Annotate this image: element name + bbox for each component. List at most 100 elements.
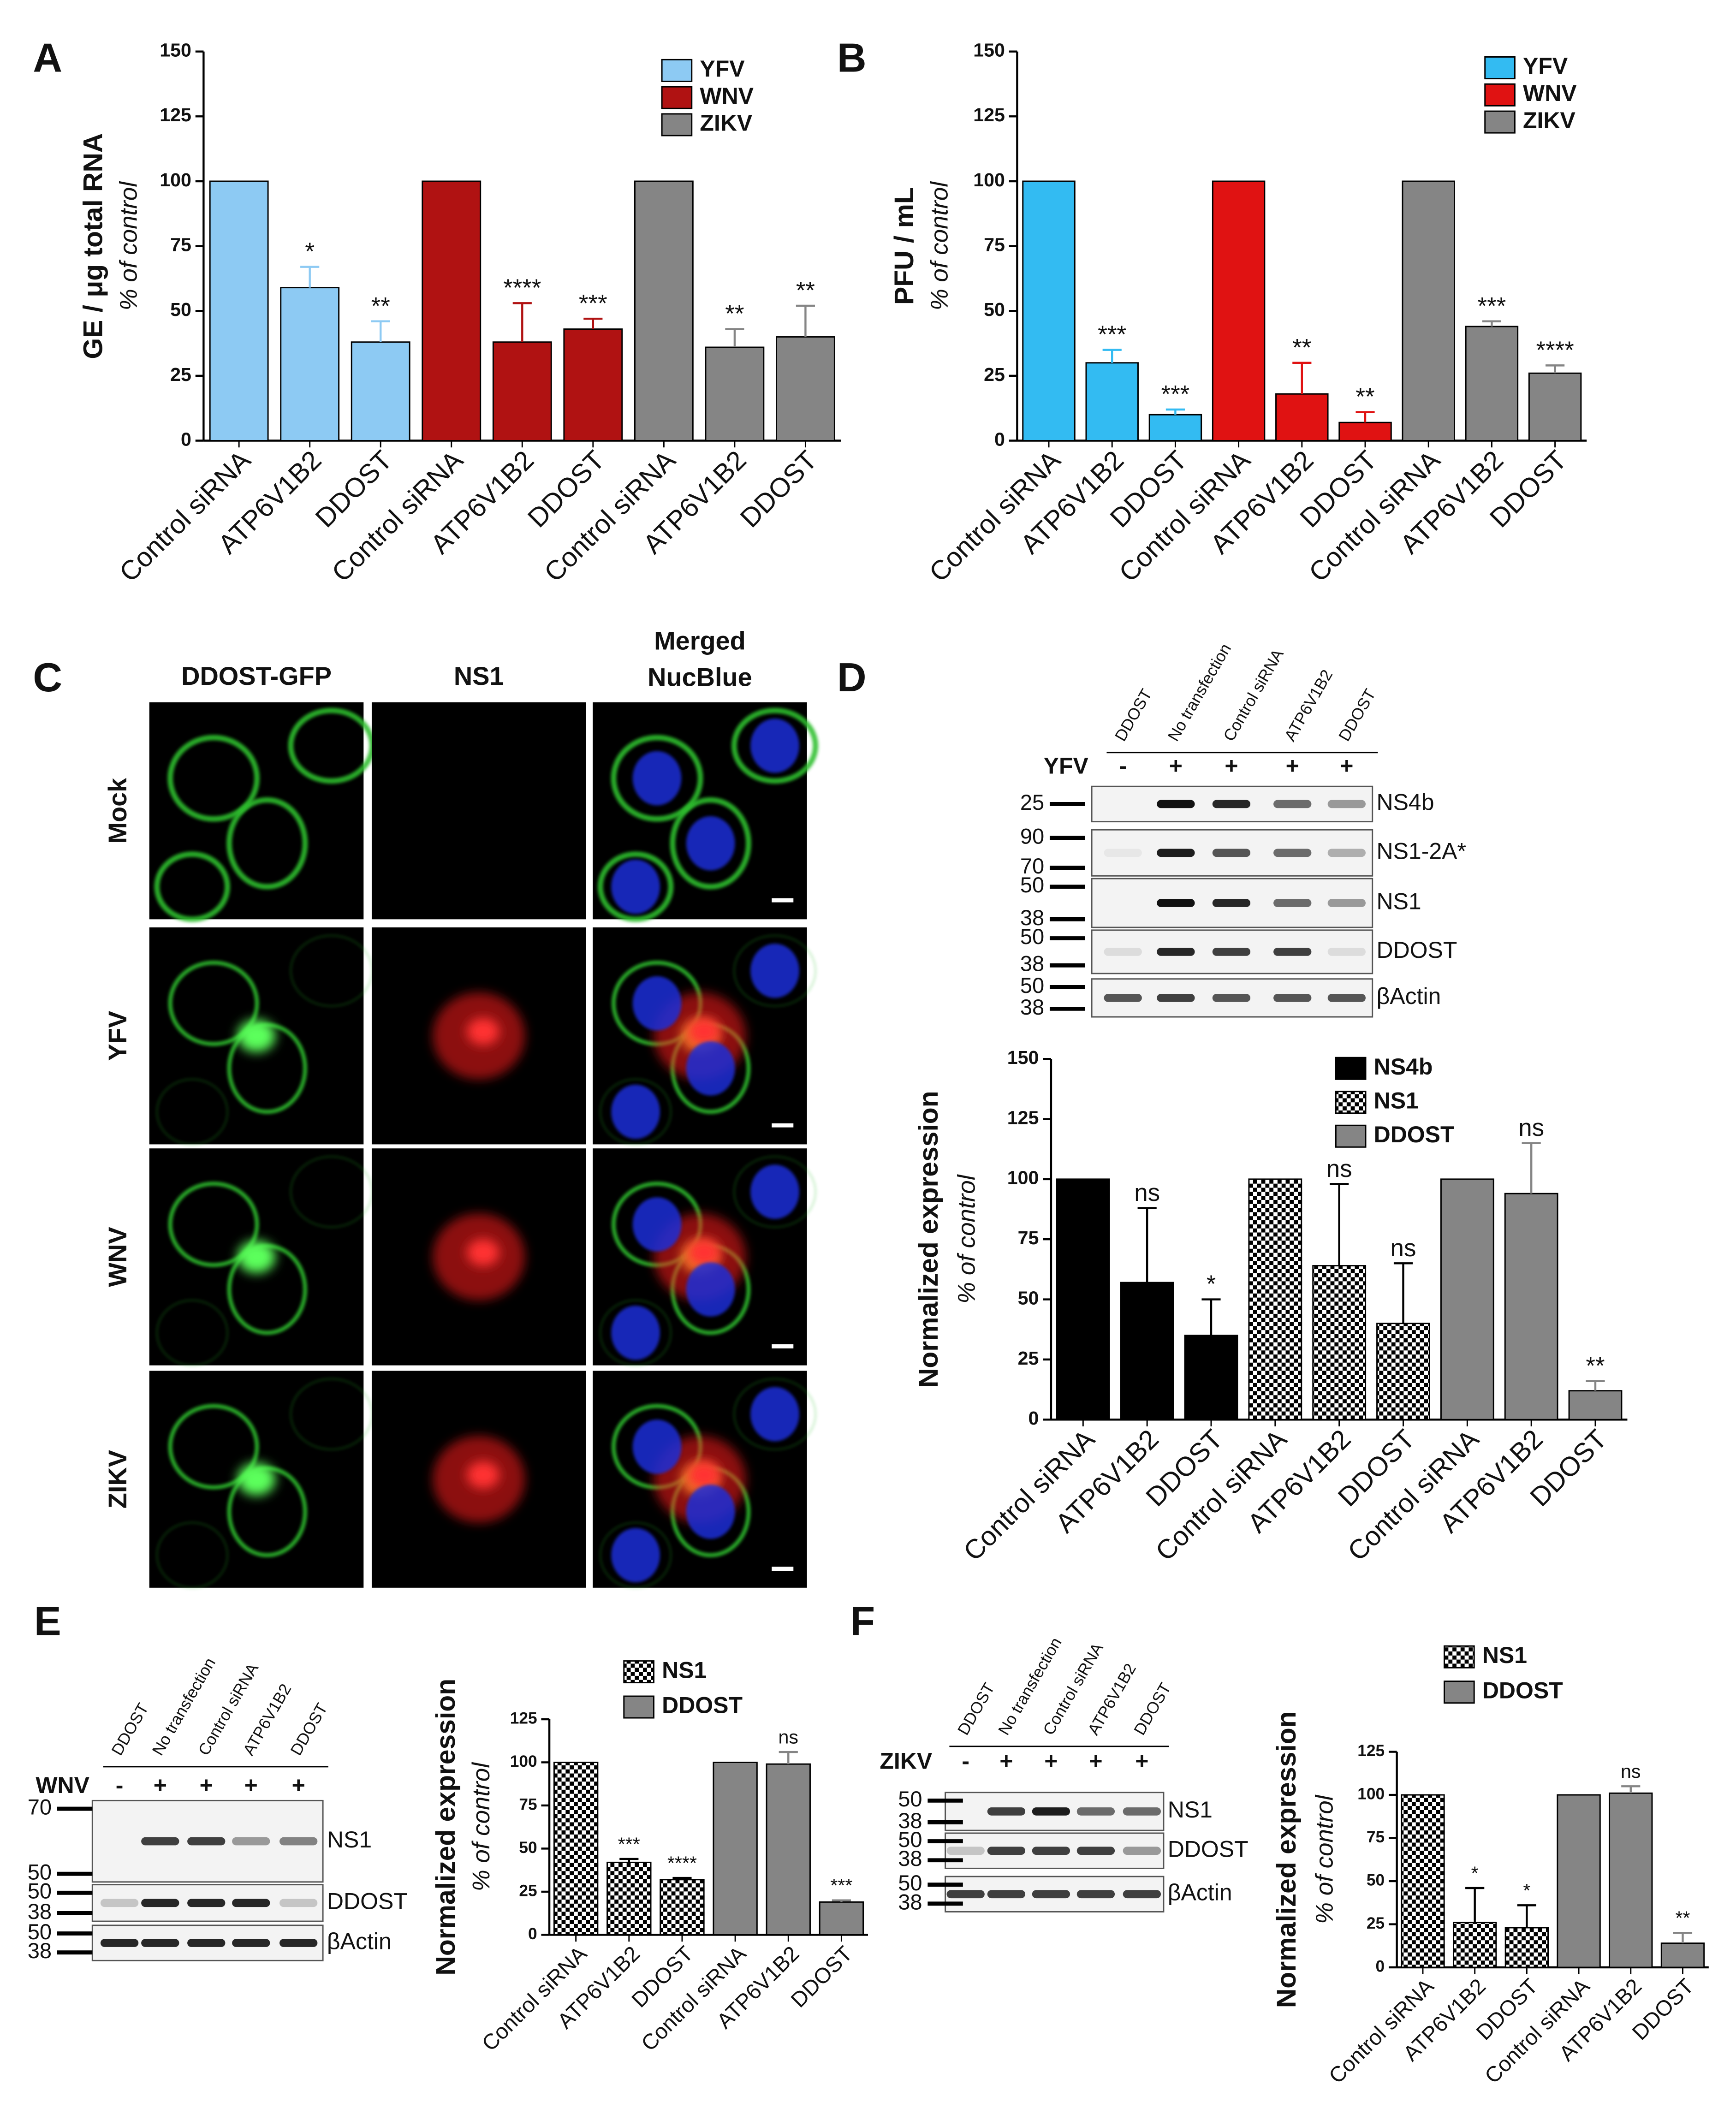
marker-label: 50 [898,1871,922,1895]
significance: ** [1356,383,1374,410]
marker-label: 38 [28,1938,52,1963]
lane-sign: - [1119,753,1127,778]
lane-sign: + [244,1772,258,1798]
bar [1056,1178,1110,1420]
significance: ** [1586,1352,1605,1379]
y-tick-label: 75 [1367,1828,1385,1846]
bar [1504,1193,1558,1420]
cell-outline [167,735,260,822]
column-header: DDOST-GFP [181,661,332,690]
legend-swatch [661,86,693,109]
significance: *** [1098,321,1126,348]
legend-label: ZIKV [1523,107,1575,133]
legend-label: DDOST [1482,1677,1563,1703]
blot-virus: WNV [36,1772,89,1798]
lane-sign: + [1135,1748,1148,1774]
significance: *** [830,1875,852,1896]
panel-label: A [33,35,62,81]
cell-outline [670,797,751,890]
significance: ns [779,1727,798,1748]
blot-band [1157,994,1195,1002]
lane-sign: + [1089,1748,1102,1774]
error-bar [300,266,320,288]
lane-sign: + [1286,753,1299,778]
significance: ns [1518,1114,1544,1141]
error-bar [1165,408,1185,415]
y-axis-label: Normalized expression [1272,1711,1302,2008]
blot-band [1212,899,1251,907]
bar [563,328,623,441]
blot-band [141,1837,179,1846]
y-tick-label: 125 [1007,1107,1039,1128]
blot-band [1273,994,1312,1002]
legend-swatch [1444,1645,1475,1669]
error-bar [1517,1904,1536,1928]
blot-band [1157,948,1195,956]
marker-label: 50 [898,1787,922,1811]
y-axis-sublabel: % of control [468,1762,495,1892]
legend-label: NS4b [1374,1054,1433,1080]
blot-band [187,1837,226,1846]
error-bar [1621,1785,1641,1793]
lane-sign: - [116,1772,124,1798]
cell-outline [733,1378,816,1450]
nucleus [611,859,660,914]
row-label: βActin [1168,1879,1232,1905]
legend-label: DDOST [662,1692,743,1718]
bar [1248,1178,1302,1420]
legend-label: NS1 [662,1657,707,1683]
row-label: NS1-2A* [1377,838,1466,864]
marker-label: 25 [1020,790,1044,814]
blot-band [1327,994,1366,1002]
cell-outline [600,1300,672,1366]
y-axis-sublabel: % of control [115,181,143,311]
gfp-focus [237,1463,276,1496]
lane-label: DDOST [108,1700,152,1758]
y-tick-label: 150 [1007,1047,1039,1068]
blot-band [279,1939,318,1947]
significance: ** [725,300,744,327]
y-tick-label: 100 [510,1752,537,1770]
error-bar [1465,1887,1485,1923]
x-tick-label: DDOST [735,445,823,533]
blot-band [1327,948,1366,956]
significance: **** [1536,337,1574,364]
blot-band [1273,849,1312,857]
row-label: NS1 [327,1827,372,1853]
blot-strip [945,1832,1165,1869]
lane-sign: + [200,1772,213,1798]
legend-swatch [1484,83,1516,107]
cell-outline [156,1300,228,1366]
bar [351,341,410,441]
panel-label: E [34,1598,61,1644]
lane-label: ATP6V1B2 [1281,667,1337,744]
legend-swatch [623,1695,654,1719]
y-tick-label: 50 [1367,1871,1385,1889]
error-bar [583,317,603,329]
y-tick-label: 50 [984,299,1005,320]
blot-band [1104,948,1142,956]
panel-label: F [850,1598,875,1644]
marker-label: 70 [28,1794,52,1819]
error-bar [1522,1142,1541,1194]
blot-band [1273,948,1312,956]
marker-label: 38 [1020,905,1044,930]
y-tick-label: 125 [1357,1742,1385,1760]
blot-band [1104,994,1142,1002]
blot-band [1327,899,1366,907]
legend-swatch [661,113,693,137]
y-tick-label: 0 [994,428,1005,450]
significance: ns [1326,1155,1352,1182]
bar [280,287,340,441]
error-bar [796,304,815,337]
error-bar [1201,1298,1221,1336]
blot-band [232,1837,270,1846]
significance: *** [1478,292,1506,320]
legend-label: YFV [1523,53,1568,79]
legend-swatch [623,1660,654,1684]
y-tick-label: 125 [510,1709,537,1727]
legend-swatch [661,59,693,82]
blot-band [1123,1807,1161,1816]
blot-band [1212,800,1251,808]
marker-label: 50 [898,1827,922,1852]
